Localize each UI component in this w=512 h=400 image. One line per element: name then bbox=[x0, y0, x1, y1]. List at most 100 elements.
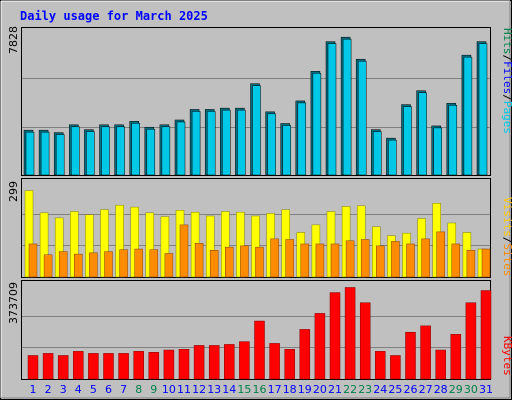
x-label-day-10: 10 bbox=[162, 383, 176, 396]
bar-kbytes-day-3 bbox=[57, 355, 69, 380]
legend-kbytes: KBytes bbox=[501, 336, 512, 376]
bar-kbytes-day-24 bbox=[375, 351, 386, 380]
legend-pages: Pages bbox=[501, 101, 512, 134]
bar-sites-day-14 bbox=[225, 246, 234, 278]
bar-pages-day-1 bbox=[25, 131, 35, 176]
x-label-day-16: 16 bbox=[253, 383, 267, 396]
bar-sites-day-19 bbox=[300, 243, 310, 278]
bar-pages-day-29 bbox=[448, 105, 458, 176]
bar-pages-day-30 bbox=[463, 56, 473, 176]
bar-pages-day-23 bbox=[357, 60, 367, 176]
x-label-day-5: 5 bbox=[90, 383, 97, 396]
bar-kbytes-day-16 bbox=[254, 320, 265, 380]
bar-pages-day-4 bbox=[71, 126, 80, 176]
bar-sites-day-4 bbox=[74, 253, 83, 278]
x-label-day-1: 1 bbox=[30, 383, 37, 396]
x-label-day-13: 13 bbox=[207, 383, 221, 396]
bar-sites-day-2 bbox=[43, 254, 53, 278]
x-label-day-25: 25 bbox=[388, 383, 402, 396]
chart-title: Daily usage for March 2025 bbox=[20, 9, 208, 23]
bar-pages-day-3 bbox=[55, 134, 65, 176]
bar-kbytes-day-25 bbox=[390, 355, 401, 380]
bar-sites-day-11 bbox=[179, 224, 189, 278]
x-label-day-12: 12 bbox=[192, 383, 206, 396]
bar-kbytes-day-9 bbox=[148, 352, 160, 380]
bar-sites-day-26 bbox=[406, 243, 415, 278]
bar-pages-day-14 bbox=[222, 109, 231, 176]
bar-sites-day-15 bbox=[240, 245, 249, 278]
legend-sep-3: / bbox=[501, 237, 512, 244]
bar-sites-day-30 bbox=[466, 250, 476, 278]
bar-sites-day-16 bbox=[255, 246, 264, 278]
bar-kbytes-day-20 bbox=[314, 313, 326, 380]
bar-sites-day-17 bbox=[270, 238, 279, 278]
bar-pages-day-27 bbox=[418, 92, 427, 176]
bar-pages-day-6 bbox=[101, 126, 110, 176]
bar-pages-day-19 bbox=[297, 102, 307, 176]
bar-kbytes-day-15 bbox=[239, 341, 250, 380]
bar-kbytes-day-14 bbox=[224, 344, 235, 380]
x-label-day-11: 11 bbox=[177, 383, 191, 396]
bar-sites-day-24 bbox=[376, 245, 385, 278]
bar-kbytes-day-18 bbox=[284, 349, 295, 380]
right-label-visits: Visits/Sites bbox=[501, 197, 512, 277]
bar-sites-day-18 bbox=[285, 239, 294, 278]
legend-sep-1: / bbox=[501, 55, 512, 62]
bar-sites-day-6 bbox=[104, 251, 113, 278]
bar-pages-day-9 bbox=[146, 128, 156, 176]
bar-pages-day-11 bbox=[176, 121, 186, 176]
x-label-day-21: 21 bbox=[328, 383, 342, 396]
bar-sites-day-3 bbox=[58, 251, 68, 278]
bar-kbytes-day-6 bbox=[103, 353, 114, 380]
bar-kbytes-day-19 bbox=[299, 329, 311, 380]
bar-sites-day-8 bbox=[134, 248, 143, 278]
bar-kbytes-day-21 bbox=[329, 292, 341, 380]
bar-kbytes-day-29 bbox=[450, 334, 462, 380]
bar-kbytes-day-4 bbox=[73, 351, 84, 380]
bar-kbytes-day-26 bbox=[405, 331, 416, 380]
bar-sites-day-27 bbox=[421, 238, 430, 278]
x-label-day-27: 27 bbox=[419, 383, 433, 396]
bar-kbytes-day-5 bbox=[88, 353, 99, 380]
bar-sites-day-5 bbox=[89, 252, 98, 278]
x-label-day-23: 23 bbox=[358, 383, 372, 396]
x-label-day-3: 3 bbox=[60, 383, 67, 396]
ymax-label-visits: 299 bbox=[7, 181, 20, 202]
bar-sites-day-10 bbox=[164, 253, 174, 278]
bar-pages-day-24 bbox=[373, 131, 382, 176]
x-label-day-7: 7 bbox=[120, 383, 127, 396]
ymax-label-kbytes: 373709 bbox=[7, 282, 20, 324]
bar-pages-day-21 bbox=[327, 43, 337, 176]
bar-sites-day-25 bbox=[391, 241, 400, 278]
bar-pages-day-26 bbox=[403, 106, 412, 176]
bar-sites-day-9 bbox=[149, 249, 159, 278]
bar-pages-day-13 bbox=[206, 111, 216, 176]
x-label-day-29: 29 bbox=[449, 383, 463, 396]
bar-pages-day-17 bbox=[267, 113, 276, 176]
bar-kbytes-day-12 bbox=[193, 345, 205, 380]
bar-sites-day-21 bbox=[330, 243, 340, 278]
legend-visits: Visits bbox=[501, 197, 512, 237]
bar-pages-day-28 bbox=[433, 127, 442, 176]
x-label-day-8: 8 bbox=[135, 383, 142, 396]
bar-pages-day-2 bbox=[40, 131, 50, 176]
bar-kbytes-day-11 bbox=[178, 349, 190, 380]
x-label-day-28: 28 bbox=[434, 383, 448, 396]
bar-kbytes-day-7 bbox=[118, 353, 129, 380]
legend-files: Files bbox=[501, 61, 512, 94]
x-label-day-4: 4 bbox=[75, 383, 82, 396]
bar-pages-day-16 bbox=[252, 85, 261, 176]
legend-hits: Hits bbox=[501, 28, 512, 55]
bar-pages-day-25 bbox=[388, 139, 397, 176]
bar-sites-day-23 bbox=[360, 239, 370, 278]
bar-kbytes-day-17 bbox=[269, 343, 280, 380]
legend-sep-2: / bbox=[501, 94, 512, 101]
x-label-day-26: 26 bbox=[404, 383, 418, 396]
x-label-day-31: 31 bbox=[479, 383, 493, 396]
x-label-day-9: 9 bbox=[150, 383, 157, 396]
bar-pages-day-18 bbox=[282, 125, 291, 176]
bar-sites-day-7 bbox=[119, 249, 128, 278]
bar-kbytes-day-30 bbox=[465, 302, 477, 380]
bar-sites-day-31 bbox=[481, 248, 491, 278]
x-label-day-2: 2 bbox=[45, 383, 52, 396]
